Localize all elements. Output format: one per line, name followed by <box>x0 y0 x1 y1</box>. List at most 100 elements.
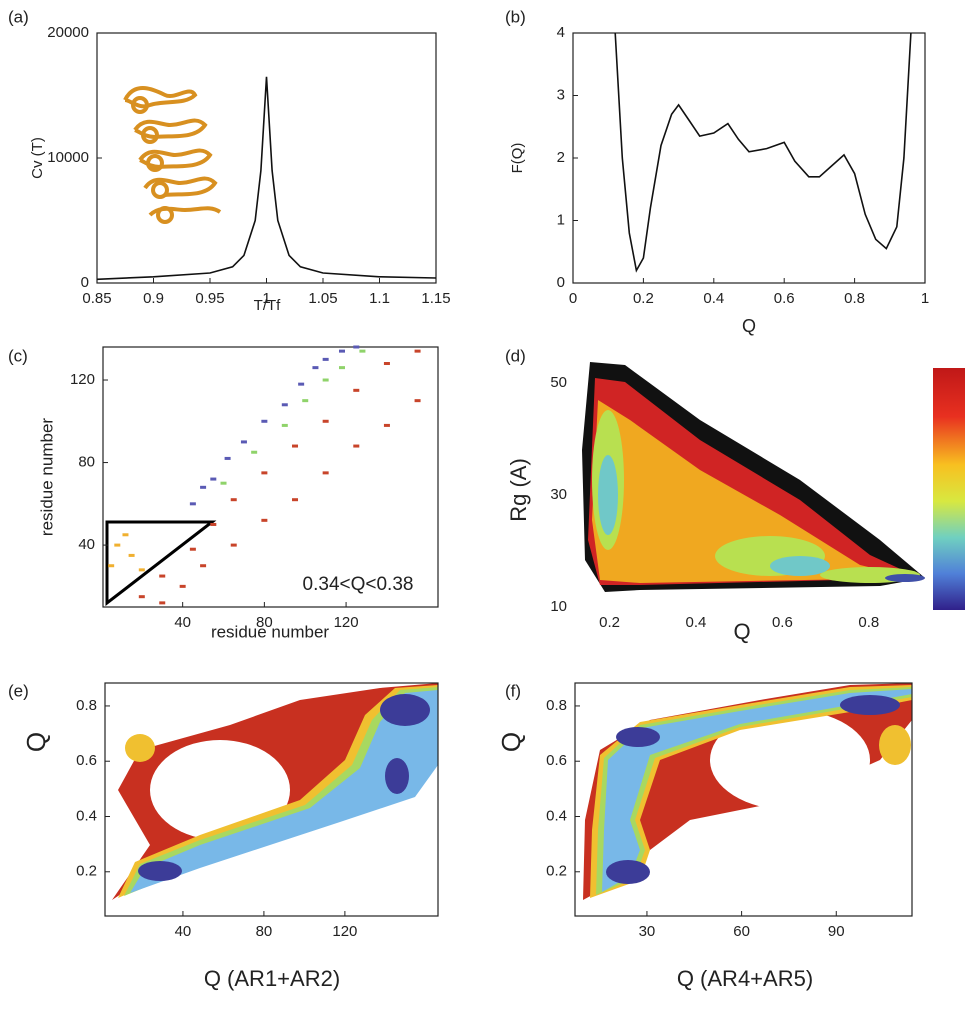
contact-point <box>292 498 299 502</box>
contact-point <box>224 456 231 460</box>
x-tick-label: 40 <box>175 923 192 940</box>
plot-frame <box>572 32 926 284</box>
y-tick-label: 0.6 <box>546 752 567 769</box>
x-axis-label: T/Tf <box>254 297 281 314</box>
y-axis-label: F(Q) <box>509 143 526 174</box>
y-tick-label: 0.4 <box>546 807 567 824</box>
panel-label: (d) <box>505 346 526 365</box>
contact-point <box>128 553 135 557</box>
x-axis-label: Q <box>742 316 756 336</box>
contact-point <box>230 498 237 502</box>
x-tick-label: 0.2 <box>599 614 620 631</box>
panel-label: (a) <box>8 7 29 26</box>
contact-point <box>159 574 166 578</box>
x-tick-label: 0.4 <box>703 290 724 307</box>
y-tick-label: 2 <box>557 149 565 166</box>
contact-point <box>240 440 247 444</box>
contact-point <box>298 382 305 386</box>
x-tick-label: 0.85 <box>82 290 111 307</box>
x-tick-label: 0.9 <box>143 290 164 307</box>
plot-frame <box>104 682 439 917</box>
y-tick-label: 0.8 <box>76 697 97 714</box>
y-tick-label: 4 <box>557 24 565 41</box>
y-axis-label: Q <box>21 732 51 752</box>
x-tick-label: 0.6 <box>772 614 793 631</box>
x-tick-label: 0.8 <box>858 614 879 631</box>
y-tick-label: 0.2 <box>76 863 97 880</box>
contact-point <box>338 366 345 370</box>
y-tick-label: 40 <box>78 536 95 553</box>
protein-inset <box>123 86 222 224</box>
x-tick-label: 0.8 <box>844 290 865 307</box>
contact-point <box>179 584 186 588</box>
x-tick-label: 0 <box>569 290 577 307</box>
contact-point <box>353 388 360 392</box>
y-axis-label: Q <box>496 732 526 752</box>
contact-point <box>322 471 329 475</box>
contact-point <box>353 345 360 349</box>
y-axis-label: residue number <box>37 418 56 536</box>
x-tick-label: 30 <box>639 923 656 940</box>
contact-point <box>383 423 390 427</box>
contact-point <box>261 471 268 475</box>
contact-point <box>210 477 217 481</box>
contact-point <box>251 450 258 454</box>
x-tick-label: 40 <box>174 614 191 631</box>
density-map <box>582 362 965 610</box>
contact-point <box>359 349 366 353</box>
contact-point <box>108 564 115 568</box>
density-map <box>112 683 438 900</box>
contact-point <box>159 601 166 605</box>
x-tick-label: 60 <box>733 923 750 940</box>
y-tick-label: 120 <box>70 371 95 388</box>
y-axis-label: Rg (A) <box>506 458 531 522</box>
contact-point <box>322 357 329 361</box>
x-tick-label: 120 <box>332 923 357 940</box>
x-tick-label: 1.15 <box>421 290 450 307</box>
contact-point <box>261 518 268 522</box>
contact-point <box>312 366 319 370</box>
y-tick-label: 50 <box>550 374 567 391</box>
x-tick-label: 1 <box>262 290 270 307</box>
x-axis-label: residue number <box>211 622 329 641</box>
x-tick-label: 0.6 <box>774 290 795 307</box>
contact-point <box>114 543 121 547</box>
y-axis-label: Cv (T) <box>29 137 46 179</box>
y-tick-label: 30 <box>550 486 567 503</box>
contact-point <box>414 399 421 403</box>
x-tick-label: 90 <box>828 923 845 940</box>
y-tick-label: 0.2 <box>546 863 567 880</box>
contact-point <box>122 533 129 537</box>
x-tick-label: 0.2 <box>633 290 654 307</box>
panel-label: (e) <box>8 681 29 700</box>
y-tick-label: 3 <box>557 86 565 103</box>
x-tick-label: 80 <box>256 923 273 940</box>
contact-point <box>210 522 217 526</box>
data-line <box>96 76 437 281</box>
contact-point <box>138 595 145 599</box>
contact-point <box>189 547 196 551</box>
contact-point <box>230 543 237 547</box>
contact-point <box>338 349 345 353</box>
x-tick-label: 0.4 <box>686 614 707 631</box>
x-axis-label: Q (AR4+AR5) <box>677 966 813 991</box>
contact-point <box>383 362 390 366</box>
contact-point <box>189 502 196 506</box>
x-tick-label: 1 <box>921 290 929 307</box>
annotation: 0.34<Q<0.38 <box>303 574 414 595</box>
y-tick-label: 0.4 <box>76 807 97 824</box>
panel-label: (b) <box>505 7 526 26</box>
density-map <box>583 683 912 900</box>
contact-point <box>281 423 288 427</box>
y-tick-label: 20000 <box>47 24 89 41</box>
x-axis-label: Q <box>733 619 750 644</box>
y-tick-label: 0 <box>557 274 565 291</box>
contact-point <box>200 564 207 568</box>
y-tick-label: 10000 <box>47 149 89 166</box>
y-tick-label: 0.6 <box>76 752 97 769</box>
contact-point <box>261 419 268 423</box>
contact-point <box>220 481 227 485</box>
x-tick-label: 1.1 <box>369 290 390 307</box>
x-tick-label: 1.05 <box>308 290 337 307</box>
panel-label: (c) <box>8 346 28 365</box>
